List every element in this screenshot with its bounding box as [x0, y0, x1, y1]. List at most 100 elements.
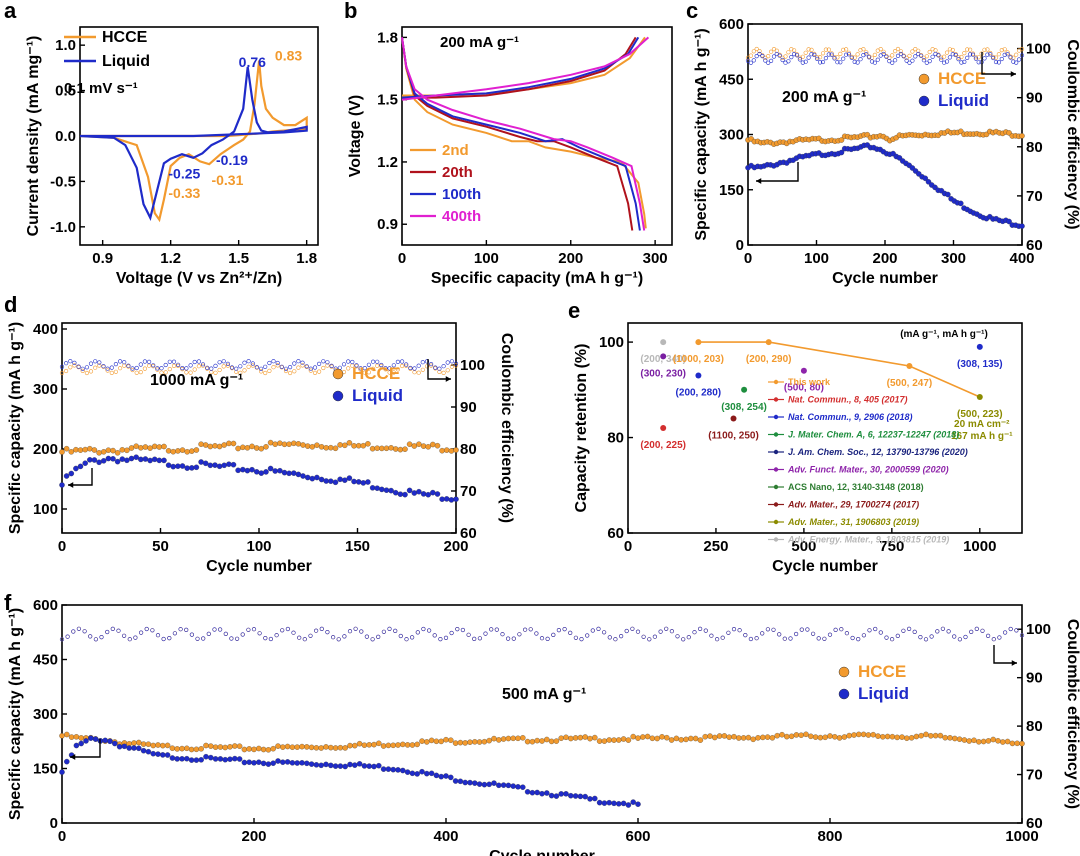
ce-point-F29A2E: [234, 369, 239, 374]
ce-point-1F2BC9: [940, 626, 946, 631]
axis-arrow-left: [70, 739, 101, 758]
data-point-hcce: [548, 738, 555, 745]
data-point-liquid: [184, 755, 190, 762]
ce-point-1F2BC9: [76, 626, 81, 631]
data-point-liquid: [425, 491, 431, 498]
data-point-hcce: [346, 440, 353, 446]
ce-point-F29A2E: [449, 364, 455, 369]
ce-point-1F2BC9: [172, 631, 177, 636]
data-point-hcce: [640, 734, 646, 740]
ce-point-1F2BC9: [412, 366, 417, 371]
ce-point-F29A2E: [147, 363, 152, 368]
ce-point-1F2BC9: [400, 359, 405, 364]
y2-tick-label: 80: [1026, 139, 1043, 156]
gcd-curve-20th: [401, 37, 634, 231]
data-point-hcce: [260, 746, 267, 753]
ce-point-F29A2E: [429, 363, 434, 368]
data-point-hcce: [284, 743, 291, 750]
data-point-liquid: [416, 488, 422, 495]
data-point-hcce: [198, 746, 204, 752]
data-point-hcce: [179, 447, 186, 453]
ce-point-F29A2E: [424, 364, 430, 369]
ce-point-1F2BC9: [766, 60, 771, 65]
ce-point-F29A2E: [68, 365, 73, 370]
data-point-hcce: [232, 743, 238, 749]
ce-point-1F2BC9: [658, 629, 663, 634]
ce-point-1F2BC9: [950, 52, 955, 57]
axis-arrow-right-head: [1011, 660, 1017, 666]
ce-point-1F2BC9: [359, 629, 364, 634]
ce-point-1F2BC9: [985, 52, 990, 57]
data-point-hcce: [899, 734, 905, 740]
point-label: (200, 340): [640, 354, 686, 365]
x-axis-label: Cycle number: [772, 558, 878, 575]
ce-point-F29A2E: [941, 54, 947, 59]
ce-point-1F2BC9: [855, 60, 860, 65]
data-point-hcce: [337, 744, 344, 751]
y-tick-label: 80: [607, 430, 624, 447]
ce-point-1F2BC9: [342, 634, 347, 639]
ce-point-1F2BC9: [669, 629, 675, 634]
ce-point-1F2BC9: [916, 51, 921, 57]
data-point-hcce: [212, 443, 218, 449]
data-point-hcce: [875, 733, 881, 739]
y-tick-label: 100: [599, 334, 624, 351]
ce-point-1F2BC9: [965, 55, 970, 61]
ce-point-F29A2E: [890, 53, 895, 58]
ce-point-F29A2E: [391, 370, 396, 375]
ce-point-F29A2E: [196, 364, 201, 369]
ce-point-1F2BC9: [846, 52, 852, 57]
ce-point-1F2BC9: [184, 627, 189, 633]
ce-point-1F2BC9: [838, 60, 843, 65]
data-point-liquid: [625, 802, 632, 808]
ce-point-1F2BC9: [976, 60, 981, 65]
ce-point-1F2BC9: [404, 637, 409, 642]
ce-point-1F2BC9: [453, 361, 459, 366]
ce-point-F29A2E: [271, 365, 276, 370]
ce-point-1F2BC9: [379, 362, 384, 368]
ce-point-1F2BC9: [271, 359, 276, 364]
data-point-liquid: [419, 768, 425, 775]
ce-point-1F2BC9: [929, 634, 934, 639]
ce-point-1F2BC9: [133, 635, 138, 640]
ce-point-1F2BC9: [884, 635, 889, 640]
data-point-hcce: [230, 440, 237, 447]
data-point-hcce: [425, 444, 431, 450]
y-tick-label: 600: [719, 16, 744, 33]
ce-point-1F2BC9: [793, 631, 799, 637]
ce-point-F29A2E: [213, 370, 218, 375]
ce-point-1F2BC9: [155, 366, 160, 371]
data-point-hcce: [416, 441, 422, 447]
ce-point-1F2BC9: [823, 55, 829, 61]
panel-b: b 0 100 200 300 0.9 1.2 1.5 1.8 Specific capacity…: [344, 0, 673, 287]
data-point-hcce: [420, 443, 427, 449]
ce-point-1F2BC9: [240, 632, 245, 637]
x-axis-label: Specific capacity (mA h g⁻¹): [431, 270, 643, 287]
ce-point-F29A2E: [947, 47, 953, 52]
retention-point: [765, 339, 772, 346]
ce-point-F29A2E: [134, 370, 139, 375]
data-point-liquid: [500, 782, 507, 788]
data-point-liquid: [87, 457, 93, 463]
data-point-hcce: [539, 738, 545, 744]
data-point-hcce: [156, 444, 163, 450]
legend-marker: [773, 379, 779, 385]
ce-point-F29A2E: [105, 368, 110, 373]
data-point-hcce: [942, 734, 948, 741]
ce-point-1F2BC9: [420, 360, 425, 365]
ce-point-1F2BC9: [815, 56, 820, 62]
point-label: (308, 135): [957, 359, 1003, 370]
data-point-liquid: [462, 779, 468, 786]
data-point-hcce: [376, 740, 382, 747]
ce-point-F29A2E: [93, 365, 98, 370]
ce-point-F29A2E: [1014, 52, 1019, 57]
data-point-liquid: [91, 457, 98, 463]
ce-point-1F2BC9: [155, 633, 161, 638]
data-point-liquid: [318, 476, 325, 483]
point-label: (1100, 250): [708, 430, 759, 441]
data-point-liquid: [635, 801, 641, 807]
ce-point-1F2BC9: [760, 53, 765, 59]
gcd-curve-100th: [401, 37, 641, 231]
ce-point-1F2BC9: [161, 636, 166, 642]
data-point-liquid: [611, 800, 617, 807]
